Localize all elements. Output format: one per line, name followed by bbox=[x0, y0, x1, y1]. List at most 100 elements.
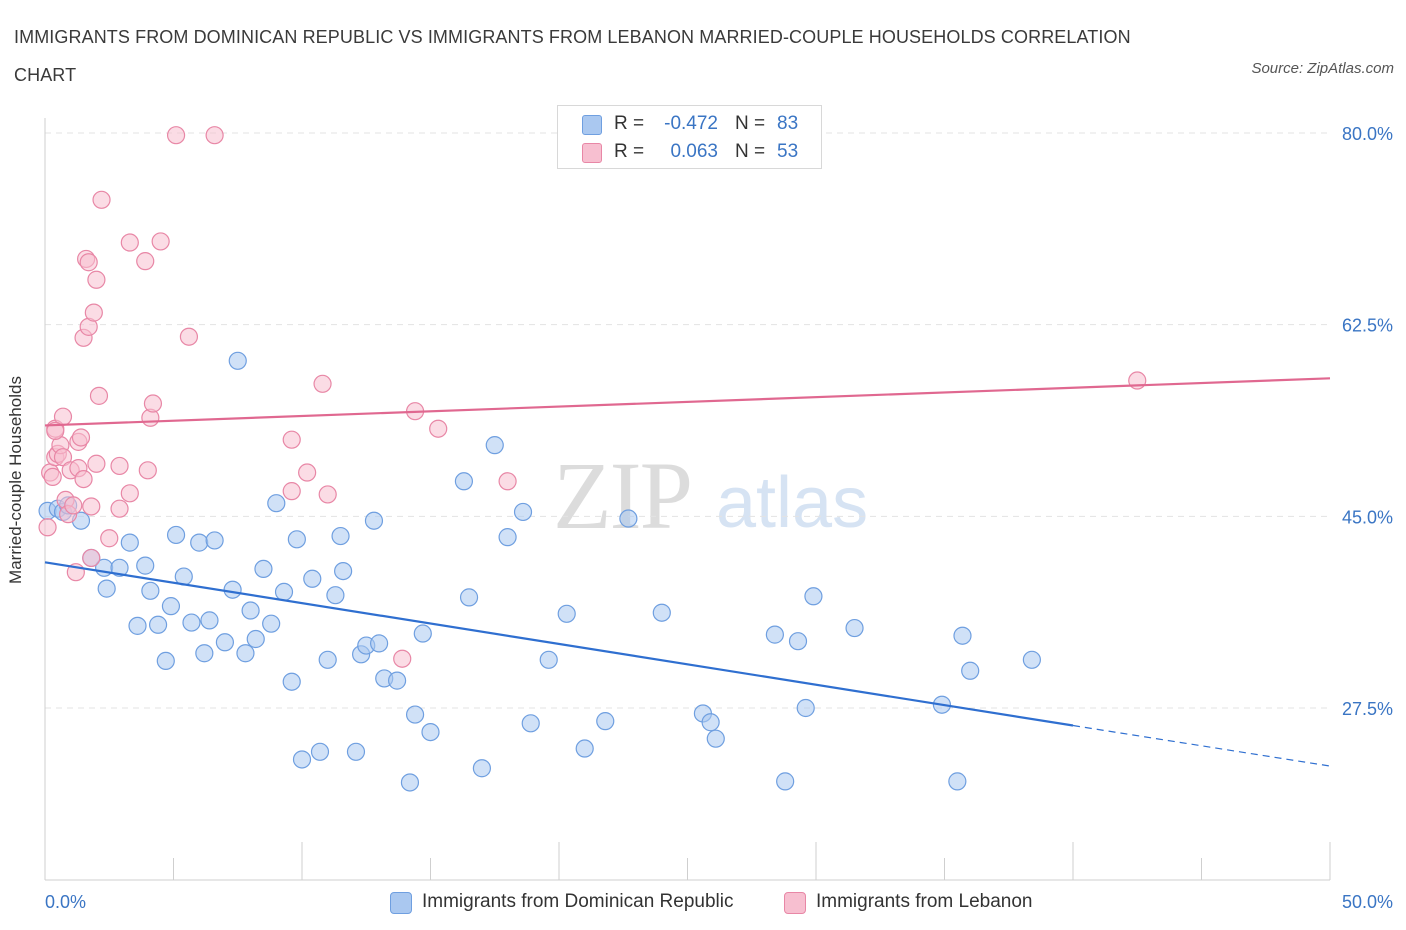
data-point bbox=[82, 497, 101, 516]
data-point bbox=[948, 772, 967, 791]
data-point bbox=[120, 533, 139, 552]
data-point bbox=[788, 632, 808, 651]
data-point bbox=[387, 671, 407, 690]
source-label: Source: ZipAtlas.com bbox=[1251, 60, 1394, 77]
data-point bbox=[205, 126, 224, 145]
r-label: R = bbox=[614, 113, 645, 134]
data-point bbox=[282, 430, 301, 449]
data-point bbox=[961, 661, 980, 680]
data-point bbox=[370, 634, 389, 653]
grid-lines bbox=[45, 132, 1330, 709]
data-point bbox=[575, 739, 594, 758]
data-point bbox=[148, 615, 168, 634]
data-point bbox=[318, 485, 337, 504]
y-tick-label: 45.0% bbox=[1342, 507, 1393, 527]
data-point bbox=[79, 253, 98, 272]
legend-swatch-dominican bbox=[582, 115, 602, 135]
trend-line bbox=[44, 561, 1074, 727]
data-point bbox=[303, 569, 322, 588]
data-point bbox=[1022, 650, 1041, 669]
data-point bbox=[292, 750, 312, 769]
trend-line-extension bbox=[1072, 724, 1331, 767]
data-point bbox=[141, 581, 160, 600]
data-point bbox=[513, 502, 533, 522]
data-point bbox=[64, 496, 83, 515]
data-point bbox=[87, 270, 106, 289]
data-point bbox=[151, 232, 170, 251]
data-point bbox=[796, 698, 815, 718]
x-tick-label: 0.0% bbox=[45, 892, 86, 912]
n-label: N = bbox=[735, 141, 766, 162]
data-point bbox=[82, 548, 101, 568]
data-point bbox=[765, 625, 784, 644]
data-point bbox=[454, 472, 474, 491]
data-point bbox=[110, 499, 129, 518]
y-axis-label: Married-couple Households bbox=[6, 376, 25, 584]
data-point bbox=[326, 586, 345, 605]
data-point bbox=[701, 713, 720, 732]
data-point bbox=[138, 461, 157, 480]
data-point bbox=[200, 611, 219, 630]
data-point bbox=[498, 472, 517, 491]
x-tick-label: 50.0% bbox=[1342, 892, 1393, 912]
data-point bbox=[619, 509, 638, 528]
data-point bbox=[267, 494, 286, 513]
data-point bbox=[421, 722, 440, 742]
data-point bbox=[38, 518, 57, 537]
data-point bbox=[97, 579, 116, 598]
legend-swatch-lebanon bbox=[582, 143, 602, 163]
data-point bbox=[46, 421, 65, 441]
data-point bbox=[215, 633, 234, 652]
data-point bbox=[596, 712, 615, 731]
watermark-zip: ZIP bbox=[553, 442, 693, 549]
r-value: 0.063 bbox=[670, 141, 718, 162]
data-point bbox=[43, 467, 62, 487]
data-point bbox=[100, 529, 119, 548]
axes bbox=[44, 118, 1331, 881]
legend-swatch-lebanon bbox=[784, 892, 806, 914]
n-label: N = bbox=[735, 113, 766, 134]
data-point bbox=[485, 436, 504, 455]
data-point bbox=[274, 582, 294, 602]
data-point bbox=[313, 374, 332, 393]
n-value: 53 bbox=[777, 141, 799, 162]
data-point bbox=[318, 650, 337, 669]
data-point bbox=[334, 561, 353, 581]
data-point bbox=[539, 650, 558, 669]
data-point bbox=[845, 618, 864, 638]
data-point bbox=[310, 742, 330, 761]
data-point bbox=[282, 482, 301, 501]
n-value: 83 bbox=[777, 113, 799, 134]
tick-labels: 27.5% 45.0% 62.5% 80.0% 0.0% 50.0% bbox=[45, 124, 1393, 912]
data-point bbox=[190, 533, 209, 552]
chart-title: IMMIGRANTS FROM DOMINICAN REPUBLIC VS IM… bbox=[14, 27, 1131, 85]
data-point bbox=[413, 624, 432, 643]
data-point bbox=[393, 649, 412, 668]
data-point bbox=[92, 190, 111, 209]
data-point bbox=[182, 613, 201, 632]
data-point bbox=[521, 714, 540, 733]
data-point bbox=[472, 759, 491, 778]
data-point bbox=[429, 419, 448, 438]
data-point bbox=[241, 601, 260, 620]
legend-label: Immigrants from Lebanon bbox=[816, 891, 1033, 912]
data-point bbox=[120, 484, 139, 503]
data-point bbox=[246, 629, 265, 649]
data-point bbox=[364, 511, 384, 530]
data-point bbox=[223, 580, 242, 599]
y-tick-label: 62.5% bbox=[1342, 316, 1393, 336]
data-point bbox=[195, 644, 214, 663]
data-point bbox=[136, 556, 155, 575]
data-point bbox=[282, 672, 301, 691]
series-dominican-republic bbox=[38, 351, 1041, 792]
data-point bbox=[459, 588, 479, 607]
data-point bbox=[287, 530, 306, 549]
data-point bbox=[400, 773, 420, 792]
r-value: -0.472 bbox=[664, 113, 718, 134]
data-point bbox=[228, 351, 247, 370]
data-point bbox=[84, 303, 103, 322]
data-point bbox=[161, 597, 181, 616]
series-lebanon bbox=[38, 126, 1147, 668]
data-point bbox=[166, 126, 186, 145]
